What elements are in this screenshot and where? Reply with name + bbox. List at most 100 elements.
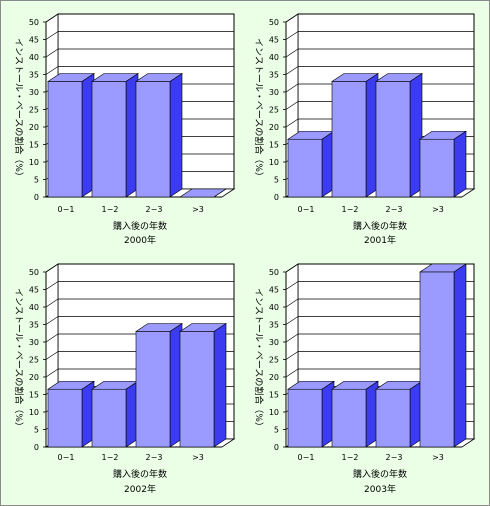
y-tick-label: 15 xyxy=(269,141,279,150)
gridline-side xyxy=(285,31,299,40)
y-tick-label: 35 xyxy=(269,71,279,80)
x-tick-label: 1−2 xyxy=(342,205,359,214)
bar-3 xyxy=(375,380,423,448)
gridline-side xyxy=(45,48,59,58)
gridline-side xyxy=(45,281,59,290)
y-tick-label: 45 xyxy=(269,286,279,295)
y-tick-label: 15 xyxy=(29,141,39,150)
y-tick-label: 0 xyxy=(274,193,279,202)
panel-year-title: 2000年 xyxy=(124,234,156,246)
chart-panel-2: 0 5 10 15 20 25 30 35 40 45 50 0−1 1−2 2−3 >3 購入後の年数 200… xyxy=(253,13,476,246)
bar-side xyxy=(169,72,183,198)
y-tick-label: 25 xyxy=(269,356,279,365)
bar-3 xyxy=(135,72,183,198)
y-tick-label: 10 xyxy=(269,408,279,417)
bar-front xyxy=(375,388,411,448)
gridline-side xyxy=(45,316,59,325)
y-axis-label: インストール・ベースの割合（%） xyxy=(253,38,265,181)
y-tick-label: 25 xyxy=(29,356,39,365)
bar-4 xyxy=(419,130,467,198)
y-tick-label: 20 xyxy=(269,123,279,132)
gridline-side xyxy=(285,351,299,360)
panel-year-title: 2002年 xyxy=(124,483,156,495)
y-tick-label: 15 xyxy=(29,391,39,400)
x-tick-label: >3 xyxy=(432,453,444,462)
y-tick-label: 45 xyxy=(29,36,39,45)
gridline-side xyxy=(45,31,59,40)
bar-front xyxy=(331,81,367,198)
x-tick-label: 2−3 xyxy=(146,205,163,214)
y-tick-label: 15 xyxy=(269,391,279,400)
chart-panel-4: 0 5 10 15 20 25 30 35 40 45 50 0−1 1−2 2−3 >3 購入後の年数 200… xyxy=(253,263,476,495)
bar-1 xyxy=(47,380,95,448)
bar-3 xyxy=(135,322,183,448)
x-tick-label: 1−2 xyxy=(342,453,359,462)
y-axis-label: インストール・ベースの割合（%） xyxy=(253,288,265,431)
gridline-side xyxy=(285,83,299,93)
bar-2 xyxy=(91,380,139,448)
y-tick-label: 10 xyxy=(29,158,39,167)
bar-front xyxy=(375,81,411,198)
bar-1 xyxy=(287,130,335,198)
gridline-side xyxy=(285,66,299,75)
bar-side xyxy=(213,322,227,448)
y-tick-label: 20 xyxy=(269,373,279,382)
bar-3 xyxy=(375,72,423,198)
gridline-side xyxy=(285,333,299,343)
x-tick-label: 0−1 xyxy=(298,453,315,462)
y-tick-label: 45 xyxy=(29,286,39,295)
y-tick-label: 25 xyxy=(29,106,39,115)
gridline-side xyxy=(45,298,59,308)
y-tick-label: 30 xyxy=(29,338,39,347)
y-tick-label: 50 xyxy=(269,268,279,277)
y-tick-label: 30 xyxy=(269,88,279,97)
y-tick-label: 5 xyxy=(274,426,279,435)
x-tick-label: 0−1 xyxy=(58,453,75,462)
bar-2 xyxy=(331,380,379,448)
x-tick-label: 2−3 xyxy=(146,453,163,462)
bar-front xyxy=(287,138,323,198)
y-tick-label: 0 xyxy=(34,443,39,452)
y-tick-label: 40 xyxy=(269,303,279,312)
gridline-side xyxy=(285,118,299,128)
x-tick-label: >3 xyxy=(192,205,204,214)
y-tick-label: 0 xyxy=(34,193,39,202)
bar-side xyxy=(213,188,227,198)
y-tick-label: 45 xyxy=(269,36,279,45)
bar-front xyxy=(135,331,171,448)
x-tick-label: >3 xyxy=(432,205,444,214)
y-tick-label: 50 xyxy=(29,268,39,277)
y-tick-label: 5 xyxy=(34,426,39,435)
gridline-side xyxy=(45,66,59,75)
bar-front xyxy=(91,388,127,448)
panel-year-title: 2003年 xyxy=(364,483,396,495)
gridline-side xyxy=(285,281,299,290)
bar-front xyxy=(419,271,455,448)
x-axis-label: 購入後の年数 xyxy=(113,468,167,480)
y-tick-label: 35 xyxy=(29,321,39,330)
y-tick-label: 5 xyxy=(274,176,279,185)
y-tick-label: 50 xyxy=(269,18,279,27)
bar-front xyxy=(47,388,83,448)
y-axis-label: インストール・ベースの割合（%） xyxy=(13,38,25,181)
bar-side xyxy=(453,130,467,198)
bar-4 xyxy=(419,263,467,448)
bar-4 xyxy=(179,188,227,198)
bar-front xyxy=(179,331,215,448)
gridline-side xyxy=(285,316,299,325)
panel-year-title: 2001年 xyxy=(364,234,396,246)
gridline-side xyxy=(45,333,59,343)
x-axis-label: 購入後の年数 xyxy=(353,220,407,232)
bar-4 xyxy=(179,322,227,448)
bar-front xyxy=(135,81,171,198)
gridline-side xyxy=(285,13,299,23)
chart-panel-1: 0 5 10 15 20 25 30 35 40 45 50 0−1 1−2 2−3 >3 購入後の年数 200… xyxy=(13,13,236,246)
y-axis-label: インストール・ベースの割合（%） xyxy=(13,288,25,431)
x-axis-label: 購入後の年数 xyxy=(113,220,167,232)
chart-panel-3: 0 5 10 15 20 25 30 35 40 45 50 0−1 1−2 2−3 >3 購入後の年数 200… xyxy=(13,263,236,495)
gridline-side xyxy=(285,368,299,378)
x-tick-label: 1−2 xyxy=(102,453,119,462)
y-tick-label: 20 xyxy=(29,123,39,132)
gridline-side xyxy=(285,101,299,110)
